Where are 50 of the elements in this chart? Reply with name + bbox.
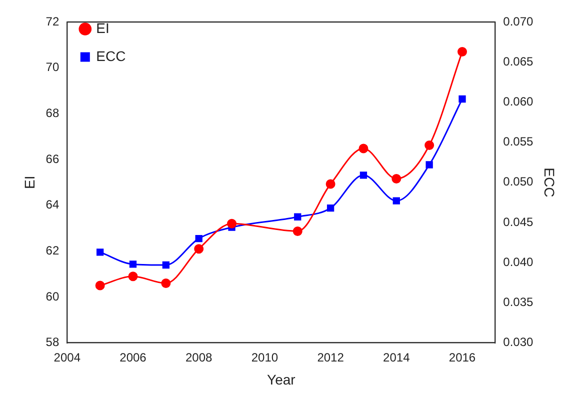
point (194, 244, 204, 254)
x-tick-label: 2008 (185, 350, 213, 364)
x-tick-label: 2016 (448, 350, 476, 364)
x-tick-label: 2012 (317, 350, 344, 364)
y-tick-label: 62 (46, 243, 60, 258)
point (392, 174, 402, 184)
point (326, 204, 334, 212)
point (128, 272, 138, 282)
y2-axis-title: ECC (542, 168, 558, 198)
y-tick-label: 66 (46, 152, 60, 166)
y-tick-label: 70 (46, 60, 60, 74)
point (457, 47, 467, 57)
y-axis-title: EI (21, 176, 38, 190)
legend-label: ECC (96, 48, 126, 64)
y-tick-label: 64 (46, 198, 60, 212)
point (227, 218, 237, 228)
point (358, 144, 368, 154)
y2-tick-label: 0.055 (503, 134, 534, 149)
x-tick-label: 2006 (120, 350, 147, 364)
x-tick-label: 2010 (251, 350, 278, 364)
y2-tick-label: 0.040 (503, 254, 534, 269)
point (96, 248, 104, 256)
x-tick-label: 2004 (54, 350, 81, 364)
point (195, 234, 202, 242)
point (458, 95, 466, 103)
point (95, 280, 105, 290)
point (392, 197, 400, 204)
y-tick-label: 58 (46, 335, 60, 350)
y2-tick-label: 0.050 (503, 174, 534, 189)
point (129, 260, 137, 268)
point (424, 140, 434, 150)
y2-tick-label: 0.030 (503, 335, 534, 350)
y2-tick-label: 0.070 (503, 14, 534, 28)
y2-tick-label: 0.060 (503, 94, 534, 109)
y2-tick-label: 0.045 (503, 214, 534, 229)
y-tick-label: 68 (46, 106, 60, 120)
point (426, 161, 433, 168)
y2-tick-label: 0.035 (503, 295, 534, 310)
x-axis-title: Year (267, 371, 296, 388)
point (294, 213, 302, 220)
point (162, 261, 170, 269)
point (360, 172, 368, 179)
y2-tick-label: 0.065 (503, 54, 534, 68)
x-tick-label: 2014 (383, 350, 410, 364)
legend-label: EI (96, 20, 110, 36)
y-tick-label: 72 (46, 14, 60, 28)
point (326, 179, 336, 189)
point (292, 226, 302, 236)
y-tick-label: 60 (46, 289, 60, 304)
point (161, 278, 171, 288)
